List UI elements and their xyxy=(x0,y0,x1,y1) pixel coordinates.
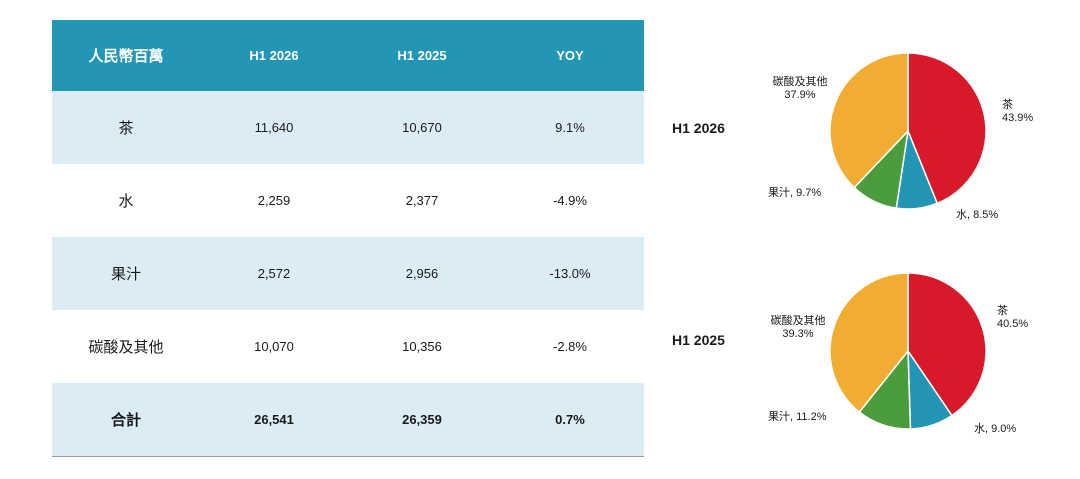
revenue-table: 人民幣百萬 H1 2026 H1 2025 YOY 茶 11,640 10,67… xyxy=(52,20,644,457)
pie-svg-h1-2026: 茶 43.9% 水, 8.5% 果汁, 9.7% 碳酸及其他 37.9% xyxy=(768,52,1033,221)
pie-label-tea: 茶 43.9% xyxy=(1002,98,1033,124)
row-h1-2025: 2,377 xyxy=(405,193,439,208)
pie-label-line: 茶 xyxy=(997,304,1008,317)
table-row: 茶 11,640 10,670 9.1% xyxy=(52,91,644,164)
pie-chart-h1-2026: 茶 43.9% 水, 8.5% 果汁, 9.7% 碳酸及其他 37.9% xyxy=(740,30,1070,240)
row-h1-2026: 10,070 xyxy=(254,339,294,354)
pie-slice-carbonated xyxy=(829,52,909,189)
row-h1-2026: 2,259 xyxy=(257,193,291,208)
header-h1-2025: H1 2025 xyxy=(348,20,496,91)
row-label: 果汁 xyxy=(52,237,200,310)
pie-label-line: 果汁, 11.2% xyxy=(768,410,827,423)
row-h1-2026: 11,640 xyxy=(200,91,348,164)
row-label: 碳酸及其他 xyxy=(88,339,164,356)
total-h1-2025: 26,359 xyxy=(348,383,496,457)
row-h1-2025: 2,956 xyxy=(348,237,496,310)
pie-title-h1-2025: H1 2025 xyxy=(672,332,725,348)
pie-label-line: 碳酸及其他 xyxy=(771,313,826,327)
table-row: 碳酸及其他 10,070 10,356 -2.8% xyxy=(52,310,644,383)
row-h1-2025: 10,356 xyxy=(402,339,442,354)
pie-label-tea: 茶 40.5% xyxy=(997,304,1028,330)
pie-label-line: 果汁, 9.7% xyxy=(768,186,821,199)
pie-slice-tea xyxy=(907,272,987,417)
row-yoy: -13.0% xyxy=(496,237,644,310)
header-h1-2026: H1 2026 xyxy=(200,20,348,91)
pie-svg-h1-2025: 茶 40.5% 水, 9.0% 果汁, 11.2% 碳酸及其他 39.3% xyxy=(768,272,1028,435)
pie-label-water: 水, 8.5% xyxy=(956,208,998,221)
pie-title-h1-2026: H1 2026 xyxy=(672,120,725,136)
row-yoy: -2.8% xyxy=(553,339,587,354)
row-yoy: 9.1% xyxy=(496,91,644,164)
header-yoy: YOY xyxy=(496,20,644,91)
pie-label-water: 水, 9.0% xyxy=(974,422,1016,435)
pie-label-value: 37.9% xyxy=(784,89,815,101)
pie-label-line: 水, 9.0% xyxy=(974,422,1016,435)
pie-slice-tea xyxy=(907,52,987,205)
total-label: 合計 xyxy=(52,383,200,457)
pie-slice-carbonated xyxy=(829,272,909,414)
table-row: 果汁 2,572 2,956 -13.0% xyxy=(52,237,644,310)
pie-label-line: 茶 xyxy=(1002,98,1013,111)
pie-chart-h1-2025: 茶 40.5% 水, 9.0% 果汁, 11.2% 碳酸及其他 39.3% xyxy=(740,250,1070,460)
pie-label-line: 水, 8.5% xyxy=(956,208,998,221)
row-h1-2026: 2,572 xyxy=(200,237,348,310)
pie-label-carbonated: 碳酸及其他 39.3% xyxy=(771,313,826,340)
table-header-row: 人民幣百萬 H1 2026 H1 2025 YOY xyxy=(52,20,644,91)
pie-label-line: 碳酸及其他 xyxy=(773,74,828,88)
pie-label-juice: 果汁, 9.7% xyxy=(768,186,821,199)
pie-label-value: 43.9% xyxy=(1002,112,1033,124)
pie-label-value: 39.3% xyxy=(782,328,813,340)
row-label: 水 xyxy=(118,193,134,210)
header-currency: 人民幣百萬 xyxy=(52,20,200,91)
table-total-row: 合計 26,541 26,359 0.7% xyxy=(52,383,644,457)
table-row: 水 2,259 2,377 -4.9% xyxy=(52,164,644,237)
total-h1-2026: 26,541 xyxy=(200,383,348,457)
row-yoy: -4.9% xyxy=(553,193,587,208)
row-label: 茶 xyxy=(52,91,200,164)
total-yoy: 0.7% xyxy=(496,383,644,457)
row-h1-2025: 10,670 xyxy=(348,91,496,164)
pie-label-value: 40.5% xyxy=(997,318,1028,330)
pie-label-juice: 果汁, 11.2% xyxy=(768,410,827,423)
pie-label-carbonated: 碳酸及其他 37.9% xyxy=(773,74,828,101)
